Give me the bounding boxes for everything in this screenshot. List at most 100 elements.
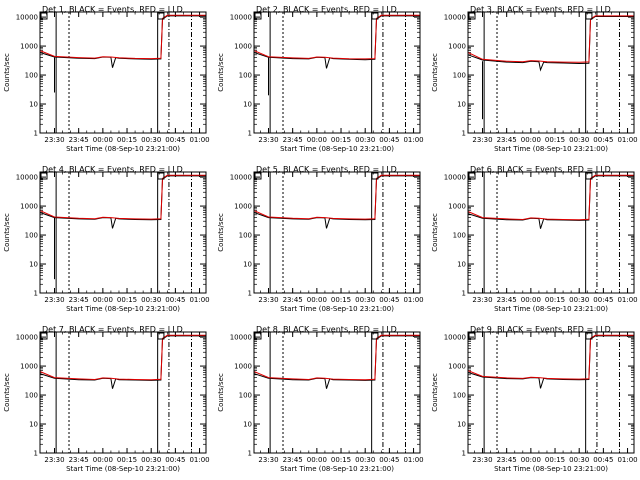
x-tick-label: 01:00 <box>617 456 637 464</box>
x-tick-label: 01:00 <box>617 296 637 304</box>
y-tick-label: 1000 <box>20 363 38 371</box>
x-axis-label: Start Time (08-Sep-10 23:21:00) <box>280 305 394 313</box>
y-tick-label: 1000 <box>20 43 38 51</box>
y-tick-label: 10 <box>243 101 252 109</box>
x-tick-label: 23:45 <box>283 136 303 144</box>
lld-series-line <box>467 15 634 63</box>
panel-title: Det 2, BLACK = Events, RED = LLD <box>256 5 397 14</box>
x-tick-label: 00:45 <box>165 296 185 304</box>
y-tick-label: 100 <box>239 392 252 400</box>
y-tick-label: 10000 <box>230 334 252 342</box>
y-tick-label: 10000 <box>444 174 466 182</box>
x-tick-label: 00:30 <box>355 296 375 304</box>
x-tick-label: 00:30 <box>141 456 161 464</box>
x-tick-label: 00:00 <box>521 136 541 144</box>
x-tick-label: 00:45 <box>593 296 613 304</box>
detector-panel-4: Det 4, BLACK = Events, RED = LLD Counts/s… <box>3 165 210 313</box>
start-marker-box <box>254 12 262 20</box>
x-tick-label: 00:00 <box>307 136 327 144</box>
x-tick-label: 00:00 <box>93 136 113 144</box>
lld-series-line <box>467 334 634 380</box>
x-tick-label: 01:00 <box>617 136 637 144</box>
x-tick-label: 00:00 <box>521 296 541 304</box>
start-marker-box <box>40 332 48 340</box>
x-tick-label: 00:45 <box>379 456 399 464</box>
x-tick-label: 23:45 <box>69 136 89 144</box>
panel-title: Det 3, BLACK = Events, RED = LLD <box>470 5 611 14</box>
detector-panel-9: Det 9, BLACK = Events, RED = LLD Counts/s… <box>431 325 638 473</box>
x-tick-label: 00:15 <box>331 136 351 144</box>
x-tick-label: 00:15 <box>117 456 137 464</box>
x-tick-label: 23:30 <box>472 456 492 464</box>
x-axis-label: Start Time (08-Sep-10 23:21:00) <box>280 465 394 473</box>
y-tick-label: 10 <box>457 261 466 269</box>
plot-frame <box>253 331 421 454</box>
events-series-line <box>253 175 420 229</box>
y-tick-label: 100 <box>453 72 466 80</box>
events-series-line <box>253 335 420 389</box>
x-tick-label: 23:30 <box>258 136 278 144</box>
x-tick-label: 00:15 <box>545 456 565 464</box>
x-tick-label: 00:45 <box>165 456 185 464</box>
start-marker-box <box>468 172 476 180</box>
end-marker-box <box>585 172 593 180</box>
start-marker-box <box>254 332 262 340</box>
x-tick-label: 00:00 <box>307 456 327 464</box>
x-tick-label: 00:45 <box>593 136 613 144</box>
detector-panel-8: Det 8, BLACK = Events, RED = LLD Counts/s… <box>217 325 424 473</box>
events-series-line <box>39 335 206 389</box>
end-marker-box <box>371 172 379 180</box>
x-tick-label: 00:30 <box>569 296 589 304</box>
y-tick-label: 100 <box>25 72 38 80</box>
x-tick-label: 23:30 <box>472 296 492 304</box>
x-tick-label: 23:30 <box>44 296 64 304</box>
x-tick-label: 01:00 <box>189 136 209 144</box>
start-marker-box <box>40 172 48 180</box>
panel-title: Det 6, BLACK = Events, RED = LLD <box>470 165 611 174</box>
x-tick-label: 00:15 <box>331 456 351 464</box>
y-tick-label: 10 <box>243 261 252 269</box>
panel-title: Det 1, BLACK = Events, RED = LLD <box>42 5 183 14</box>
y-axis-label: Counts/sec <box>217 53 225 92</box>
y-tick-label: 1000 <box>448 43 466 51</box>
panel-title: Det 5, BLACK = Events, RED = LLD <box>256 165 397 174</box>
start-marker-box <box>40 12 48 20</box>
x-tick-label: 01:00 <box>403 136 423 144</box>
y-axis-label: Counts/sec <box>431 373 439 412</box>
lld-series-line <box>253 14 420 60</box>
y-tick-label: 1000 <box>448 363 466 371</box>
plot-frame <box>467 171 635 294</box>
y-tick-label: 1 <box>462 130 466 138</box>
x-tick-label: 23:45 <box>283 296 303 304</box>
x-tick-label: 00:30 <box>569 136 589 144</box>
x-tick-label: 23:45 <box>497 456 517 464</box>
events-series-line <box>39 175 206 229</box>
x-axis-label: Start Time (08-Sep-10 23:21:00) <box>280 145 394 153</box>
y-tick-label: 1 <box>462 450 466 458</box>
lld-series-line <box>467 174 634 221</box>
lld-series-line <box>39 14 206 60</box>
x-tick-label: 23:30 <box>258 296 278 304</box>
panel-title: Det 8, BLACK = Events, RED = LLD <box>256 325 397 334</box>
y-axis-label: Counts/sec <box>3 213 11 252</box>
y-axis-label: Counts/sec <box>431 53 439 92</box>
x-tick-label: 00:30 <box>569 456 589 464</box>
detector-panel-5: Det 5, BLACK = Events, RED = LLD Counts/s… <box>217 165 424 313</box>
y-tick-label: 10 <box>457 101 466 109</box>
x-tick-label: 00:45 <box>165 136 185 144</box>
x-tick-label: 01:00 <box>403 456 423 464</box>
lld-series-line <box>253 174 420 220</box>
y-axis-label: Counts/sec <box>3 373 11 412</box>
y-tick-label: 10 <box>457 421 466 429</box>
y-axis-label: Counts/sec <box>217 213 225 252</box>
x-tick-label: 00:30 <box>355 136 375 144</box>
y-tick-label: 1 <box>462 290 466 298</box>
y-tick-label: 10000 <box>16 174 38 182</box>
x-axis-label: Start Time (08-Sep-10 23:21:00) <box>494 145 608 153</box>
y-tick-label: 10000 <box>444 14 466 22</box>
x-tick-label: 00:30 <box>141 136 161 144</box>
detector-panel-6: Det 6, BLACK = Events, RED = LLD Counts/s… <box>431 165 638 313</box>
y-tick-label: 10 <box>29 421 38 429</box>
x-tick-label: 00:00 <box>307 296 327 304</box>
x-tick-label: 00:15 <box>117 136 137 144</box>
